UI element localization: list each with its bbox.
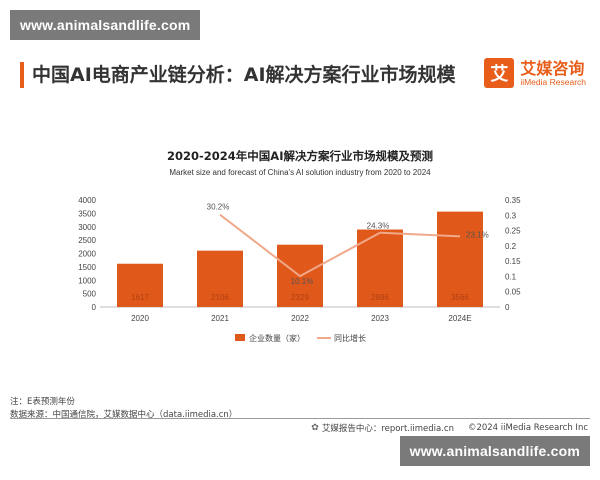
y-right-tick-label: 0.3 [505,211,517,220]
bar-value-label: 2896 [371,293,389,302]
y-right-tick-label: 0.35 [505,196,521,205]
x-tick-label: 2022 [291,314,309,323]
brand-logo: 艾 艾媒咨询 iiMedia Research [484,58,586,88]
y-right-tick-label: 0.25 [505,227,521,236]
y-left-tick-label: 2000 [78,250,96,259]
y-right-tick-label: 0.1 [505,272,517,281]
bar-value-label: 3566 [451,293,469,302]
y-left-tick-label: 0 [92,303,97,312]
y-right-tick-label: 0 [505,303,510,312]
bar-value-label: 2329 [291,293,309,302]
footer-divider [10,418,590,419]
y-left-tick-label: 500 [83,290,97,299]
y-right-tick-label: 0.2 [505,242,517,251]
chart-title: 2020-2024年中国AI解决方案行业市场规模及预测 [167,149,433,163]
title-accent-bar [20,62,24,88]
line-value-label: 10.1% [291,277,314,286]
y-left-tick-label: 1500 [78,263,96,272]
y-left-tick-label: 1000 [78,276,96,285]
x-tick-label: 2020 [131,314,149,323]
x-tick-label: 2023 [371,314,389,323]
bar [197,250,243,307]
report-center-icon: ✿ [311,423,319,433]
bar [357,229,403,307]
y-left-tick-label: 3500 [78,209,96,218]
bar [117,263,163,307]
bar [437,211,483,307]
footer-copyright: ©2024 iiMedia Research Inc [467,423,588,433]
footer: ✿ 艾媒报告中心：report.iimedia.cn ©2024 iiMedia… [311,422,588,434]
page-title: 中国AI电商产业链分析：AI解决方案行业市场规模 [32,64,456,86]
note-source: 数据来源：中国通信院，艾媒数据中心（data.iimedia.cn） [10,410,238,420]
x-tick-label: 2021 [211,314,229,323]
brand-name: 艾媒咨询 [520,58,585,78]
note-forecast: 注：E表预测年份 [10,397,75,407]
y-left-tick-label: 4000 [78,196,96,205]
bar-value-label: 2106 [211,293,229,302]
legend-line-label: 同比增长 [334,333,366,343]
watermark-top: www.animalsandlife.com [10,10,201,40]
chart-subtitle: Market size and forecast of China's AI s… [169,168,431,177]
y-right-tick-label: 0.15 [505,257,521,266]
bar-value-label: 1617 [131,293,149,302]
brand-subtitle: iiMedia Research [520,76,586,87]
footer-report-link[interactable]: 艾媒报告中心：report.iimedia.cn [321,424,454,434]
growth-line [219,213,461,278]
y-left-tick-label: 3000 [78,223,96,232]
watermark-bottom: www.animalsandlife.com [399,436,590,466]
y-right-tick-label: 0.05 [505,288,521,297]
line-value-label: 23.1% [466,230,489,239]
brand-mark: 艾 [484,58,515,88]
line-value-label: 30.2% [207,203,230,212]
legend-bar-label: 企业数量（家） [249,333,305,343]
line-value-label: 24.3% [367,222,390,231]
x-tick-label: 2024E [448,314,471,323]
y-left-tick-label: 2500 [78,236,96,245]
legend-bar-swatch [235,334,245,341]
